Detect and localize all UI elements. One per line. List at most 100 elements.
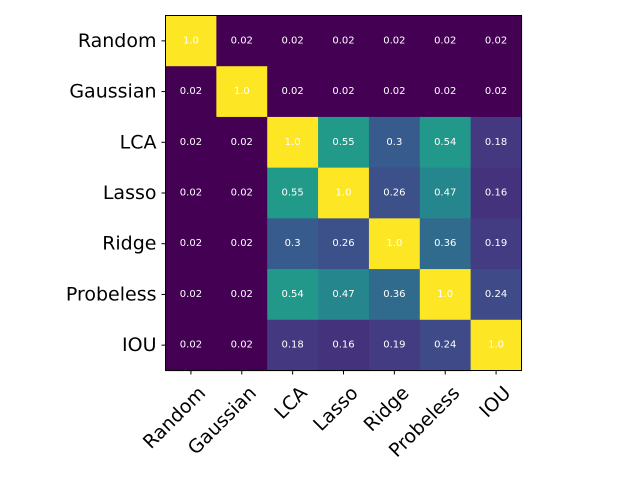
- cell-value-label: 0.02: [434, 35, 456, 46]
- heatmap-cell: [216, 66, 268, 118]
- cell-value-label: 0.02: [180, 238, 202, 249]
- heatmap-cell: [165, 319, 217, 372]
- cell-value-label: 0.02: [332, 86, 354, 97]
- heatmap-cell: [470, 66, 523, 118]
- heatmap-cell: [470, 116, 523, 169]
- heatmap-cell: [470, 15, 523, 67]
- cell-value-label: 0.02: [180, 137, 202, 148]
- heatmap-cell: [165, 167, 217, 219]
- heatmap-cell: [267, 66, 319, 118]
- cell-value-label: 0.36: [383, 289, 405, 300]
- cell-value-label: 0.18: [485, 137, 507, 148]
- cell-value-label: 0.02: [231, 289, 253, 300]
- cell-value-label: 0.02: [282, 35, 304, 46]
- heatmap-cell: [216, 269, 268, 321]
- cell-value-label: 0.02: [231, 340, 253, 351]
- cell-value-label: 0.02: [180, 340, 202, 351]
- cell-value-label: 0.02: [282, 86, 304, 97]
- cell-value-label: 0.02: [383, 86, 405, 97]
- cell-value-label: 1.0: [488, 340, 504, 351]
- cell-value-label: 0.02: [383, 35, 405, 46]
- cell-value-label: 1.0: [285, 137, 301, 148]
- cell-value-label: 0.47: [332, 289, 354, 300]
- cell-value-label: 0.16: [485, 188, 507, 199]
- cell-value-label: 0.3: [285, 238, 301, 249]
- heatmap-cell: [267, 218, 319, 270]
- heatmap-cell: [216, 218, 268, 270]
- y-tick-label: Lasso: [103, 182, 157, 204]
- y-tick-label: Gaussian: [69, 81, 156, 103]
- heatmap-cell: [419, 66, 472, 118]
- cell-value-label: 0.26: [332, 238, 354, 249]
- heatmap-cell: [216, 319, 268, 372]
- cell-value-label: 0.3: [386, 137, 402, 148]
- cell-value-label: 0.54: [282, 289, 304, 300]
- heatmap-cell: [470, 319, 523, 372]
- cell-value-label: 0.19: [383, 340, 405, 351]
- heatmap-cell: [318, 116, 370, 169]
- cell-value-label: 0.16: [332, 340, 354, 351]
- heatmap-cell: [318, 15, 370, 67]
- x-tick-label: LCA: [270, 382, 312, 424]
- cell-value-label: 0.02: [485, 35, 507, 46]
- x-tick-label: Lasso: [309, 382, 362, 435]
- y-tick-label: Random: [78, 30, 157, 52]
- heatmap-cell: [470, 167, 523, 219]
- cell-value-label: 0.02: [231, 188, 253, 199]
- heatmap-cell: [318, 269, 370, 321]
- cell-value-label: 1.0: [183, 35, 199, 46]
- cell-value-label: 0.26: [383, 188, 405, 199]
- heatmap-cell: [267, 319, 319, 372]
- heatmap-cell: [165, 269, 217, 321]
- y-tick-label: Probeless: [66, 283, 157, 305]
- cell-value-label: 1.0: [437, 289, 453, 300]
- heatmap-cell: [368, 269, 421, 321]
- heatmap-cell: [216, 167, 268, 219]
- y-tick-label: Ridge: [102, 233, 156, 255]
- heatmap-cell: [165, 116, 217, 169]
- x-tick-label: IOU: [475, 382, 515, 422]
- heatmap-cell: [470, 269, 523, 321]
- cell-value-label: 0.02: [231, 35, 253, 46]
- cell-value-label: 0.02: [231, 137, 253, 148]
- heatmap-cell: [318, 218, 370, 270]
- cell-value-label: 0.24: [485, 289, 507, 300]
- cell-value-label: 0.55: [282, 188, 304, 199]
- heatmap-cell: [368, 167, 421, 219]
- heatmap-cell: [368, 15, 421, 67]
- cell-annotations: 1.0 0.02 0.02 0.02 0.02 0.02 0.02 0.02 1.0 0.02 0.…: [180, 35, 507, 350]
- y-tick-label: LCA: [120, 131, 157, 153]
- heatmap-cell: [368, 116, 421, 169]
- heatmap-cell: [267, 167, 319, 219]
- cell-value-label: 0.02: [231, 238, 253, 249]
- cell-value-label: 0.18: [282, 340, 304, 351]
- heatmap-cell: [419, 269, 472, 321]
- heatmap-cell: [216, 116, 268, 169]
- cell-value-label: 0.02: [180, 188, 202, 199]
- heatmap-cell: [419, 15, 472, 67]
- cell-value-label: 0.47: [434, 188, 456, 199]
- heatmap-cell: [419, 319, 472, 372]
- heatmap-cell: [419, 116, 472, 169]
- heatmap-cells: [165, 15, 523, 372]
- heatmap-cell: [318, 319, 370, 372]
- y-tick-label: IOU: [122, 334, 156, 356]
- heatmap-cell: [419, 218, 472, 270]
- cell-value-label: 1.0: [336, 188, 352, 199]
- heatmap-cell: [267, 269, 319, 321]
- cell-value-label: 0.36: [434, 238, 456, 249]
- cell-value-label: 0.02: [485, 86, 507, 97]
- heatmap-cell: [165, 218, 217, 270]
- heatmap-cell: [267, 15, 319, 67]
- cell-value-label: 0.02: [332, 35, 354, 46]
- cell-value-label: 0.54: [434, 137, 456, 148]
- y-axis-ticks: Random Gaussian LCA Lasso Ridge Probeless IOU: [66, 30, 166, 356]
- heatmap-cell: [267, 116, 319, 169]
- heatmap-cell: [165, 66, 217, 118]
- heatmap-cell: [165, 15, 217, 67]
- cell-value-label: 1.0: [386, 238, 402, 249]
- cell-value-label: 0.02: [180, 86, 202, 97]
